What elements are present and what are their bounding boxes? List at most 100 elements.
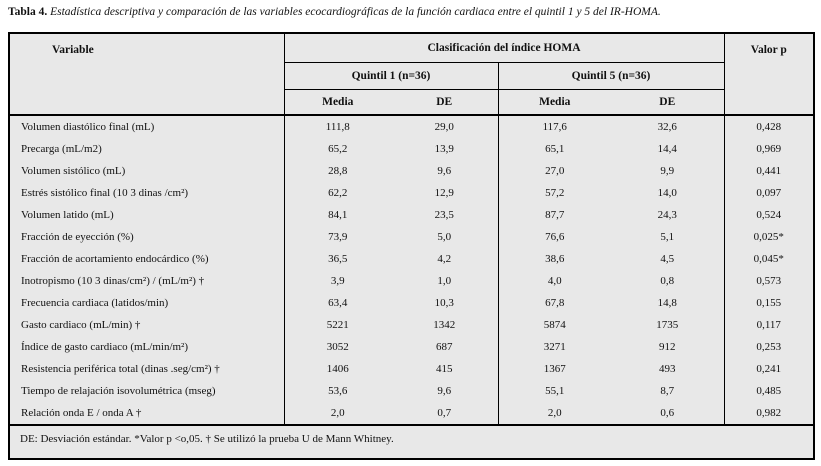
q5-de-cell: 912 (659, 341, 676, 353)
variable-cell: Tiempo de relajación isovolumétrica (mse… (21, 385, 216, 397)
q5-de-cell: 14,0 (657, 187, 677, 199)
q1-de-cell: 13,9 (434, 143, 454, 155)
q1-media-cell: 65,2 (283, 138, 391, 160)
q5-de-cell: 14,8 (657, 297, 677, 309)
q5-media-header: Media (497, 89, 611, 115)
valor-p-cell: 0,097 (723, 182, 815, 204)
q5-de-cell: 0,6 (660, 407, 675, 419)
variable-cell: Inotropismo (10 3 dinas/cm²) / (mL/m²) † (21, 275, 205, 287)
valor-p-cell: 0,573 (723, 270, 815, 292)
q5-de-cell: 32,6 (657, 121, 677, 133)
valor-p-cell: 0,982 (723, 402, 815, 425)
q1-de-cell: 415 (436, 363, 453, 375)
q1-de-cell: 9,6 (437, 385, 452, 397)
quintil1-header: Quintil 1 (n=36) (283, 62, 498, 90)
table-row: Precarga (mL/m2) 65,2 13,9 65,1 14,4 0,9… (9, 138, 815, 160)
q5-de-cell: 24,3 (657, 209, 677, 221)
valor-p-cell: 0,025* (723, 226, 815, 248)
valor-p-cell: 0,241 (723, 358, 815, 380)
table-footnote: DE: Desviación estándar. *Valor p <o,05.… (20, 433, 394, 445)
table-row: Fracción de acortamiento endocárdico (%)… (9, 248, 815, 270)
table-footer: DE: Desviación estándar. *Valor p <o,05.… (9, 425, 815, 459)
table-row: Volumen diastólico final (mL) 111,8 29,0… (9, 115, 815, 138)
q5-de-cell: 9,9 (660, 165, 675, 177)
q1-de-cell: 5,0 (437, 231, 452, 243)
table-row: Fracción de eyección (%) 73,9 5,0 76,6 5… (9, 226, 815, 248)
variable-cell: Resistencia periférica total (dinas .seg… (21, 363, 220, 375)
q1-media-cell: 2,0 (283, 402, 391, 425)
variable-cell: Índice de gasto cardiaco (mL/min/m²) (21, 341, 189, 353)
q5-media-cell: 5874 (497, 314, 611, 336)
variable-cell: Volumen diastólico final (mL) (21, 121, 155, 133)
variable-cell: Fracción de eyección (%) (21, 231, 134, 243)
q5-media-cell: 87,7 (497, 204, 611, 226)
q5-media-cell: 67,8 (497, 292, 611, 314)
table-row: Estrés sistólico final (10 3 dinas /cm²)… (9, 182, 815, 204)
valor-p-header: Valor p (723, 33, 815, 115)
table-row: Índice de gasto cardiaco (mL/min/m²) 305… (9, 336, 815, 358)
q5-de-header: DE (659, 96, 676, 108)
valor-p-cell: 0,524 (723, 204, 815, 226)
q5-media-cell: 57,2 (497, 182, 611, 204)
q5-de-cell: 1735 (656, 319, 679, 331)
table-row: Tiempo de relajación isovolumétrica (mse… (9, 380, 815, 402)
homa-classification-header: Clasificación del índice HOMA (283, 33, 725, 63)
q1-media-cell: 36,5 (283, 248, 391, 270)
q1-de-cell: 687 (436, 341, 453, 353)
valor-p-cell: 0,117 (723, 314, 815, 336)
table-caption-label: Tabla 4. (8, 6, 48, 18)
valor-p-cell: 0,155 (723, 292, 815, 314)
q1-de-cell: 9,6 (437, 165, 452, 177)
q1-media-header: Media (283, 89, 391, 115)
q1-media-cell: 3052 (283, 336, 391, 358)
q1-de-cell: 0,7 (437, 407, 452, 419)
table-row: Frecuencia cardiaca (latidos/min) 63,4 1… (9, 292, 815, 314)
table-row: Gasto cardiaco (mL/min) † 5221 1342 5874… (9, 314, 815, 336)
q1-media-cell: 111,8 (283, 115, 391, 138)
q1-de-header: DE (436, 96, 453, 108)
q5-media-cell: 117,6 (497, 115, 611, 138)
q5-media-cell: 2,0 (497, 402, 611, 425)
q5-de-cell: 8,7 (660, 385, 675, 397)
q5-de-cell: 14,4 (657, 143, 677, 155)
table-caption-text: Estadística descriptiva y comparación de… (50, 6, 661, 18)
q5-media-cell: 38,6 (497, 248, 611, 270)
q1-media-cell: 53,6 (283, 380, 391, 402)
table-row: Volumen sistólico (mL) 28,8 9,6 27,0 9,9… (9, 160, 815, 182)
q5-de-cell: 493 (659, 363, 676, 375)
variable-cell: Precarga (mL/m2) (21, 143, 102, 155)
q1-de-cell: 10,3 (434, 297, 454, 309)
q1-de-cell: 1,0 (437, 275, 452, 287)
q5-media-cell: 76,6 (497, 226, 611, 248)
q1-media-cell: 73,9 (283, 226, 391, 248)
variable-cell: Fracción de acortamiento endocárdico (%) (21, 253, 209, 265)
q1-de-cell: 1342 (433, 319, 456, 331)
variable-cell: Gasto cardiaco (mL/min) † (21, 319, 141, 331)
variable-cell: Volumen sistólico (mL) (21, 165, 126, 177)
variable-header: Variable (52, 44, 94, 56)
q1-media-cell: 63,4 (283, 292, 391, 314)
variable-cell: Estrés sistólico final (10 3 dinas /cm²) (21, 187, 189, 199)
q1-de-cell: 12,9 (434, 187, 454, 199)
q1-de-cell: 4,2 (437, 253, 452, 265)
table-row: Volumen latido (mL) 84,1 23,5 87,7 24,3 … (9, 204, 815, 226)
table-row: Resistencia periférica total (dinas .seg… (9, 358, 815, 380)
q5-de-cell: 4,5 (660, 253, 675, 265)
q5-media-cell: 3271 (497, 336, 611, 358)
q1-de-cell: 29,0 (434, 121, 454, 133)
q5-media-cell: 65,1 (497, 138, 611, 160)
q5-media-cell: 55,1 (497, 380, 611, 402)
q5-de-cell: 0,8 (660, 275, 675, 287)
valor-p-cell: 0,253 (723, 336, 815, 358)
table-row: Relación onda E / onda A † 2,0 0,7 2,0 0… (9, 402, 815, 425)
q1-media-cell: 28,8 (283, 160, 391, 182)
variable-cell: Volumen latido (mL) (21, 209, 114, 221)
table-caption: Tabla 4. Estadística descriptiva y compa… (8, 6, 813, 18)
q1-de-cell: 23,5 (434, 209, 454, 221)
valor-p-cell: 0,045* (723, 248, 815, 270)
table-body: Volumen diastólico final (mL) 111,8 29,0… (9, 115, 815, 425)
variable-cell: Relación onda E / onda A † (21, 407, 142, 419)
variable-cell: Frecuencia cardiaca (latidos/min) (21, 297, 169, 309)
q5-de-cell: 5,1 (660, 231, 675, 243)
q5-media-cell: 27,0 (497, 160, 611, 182)
